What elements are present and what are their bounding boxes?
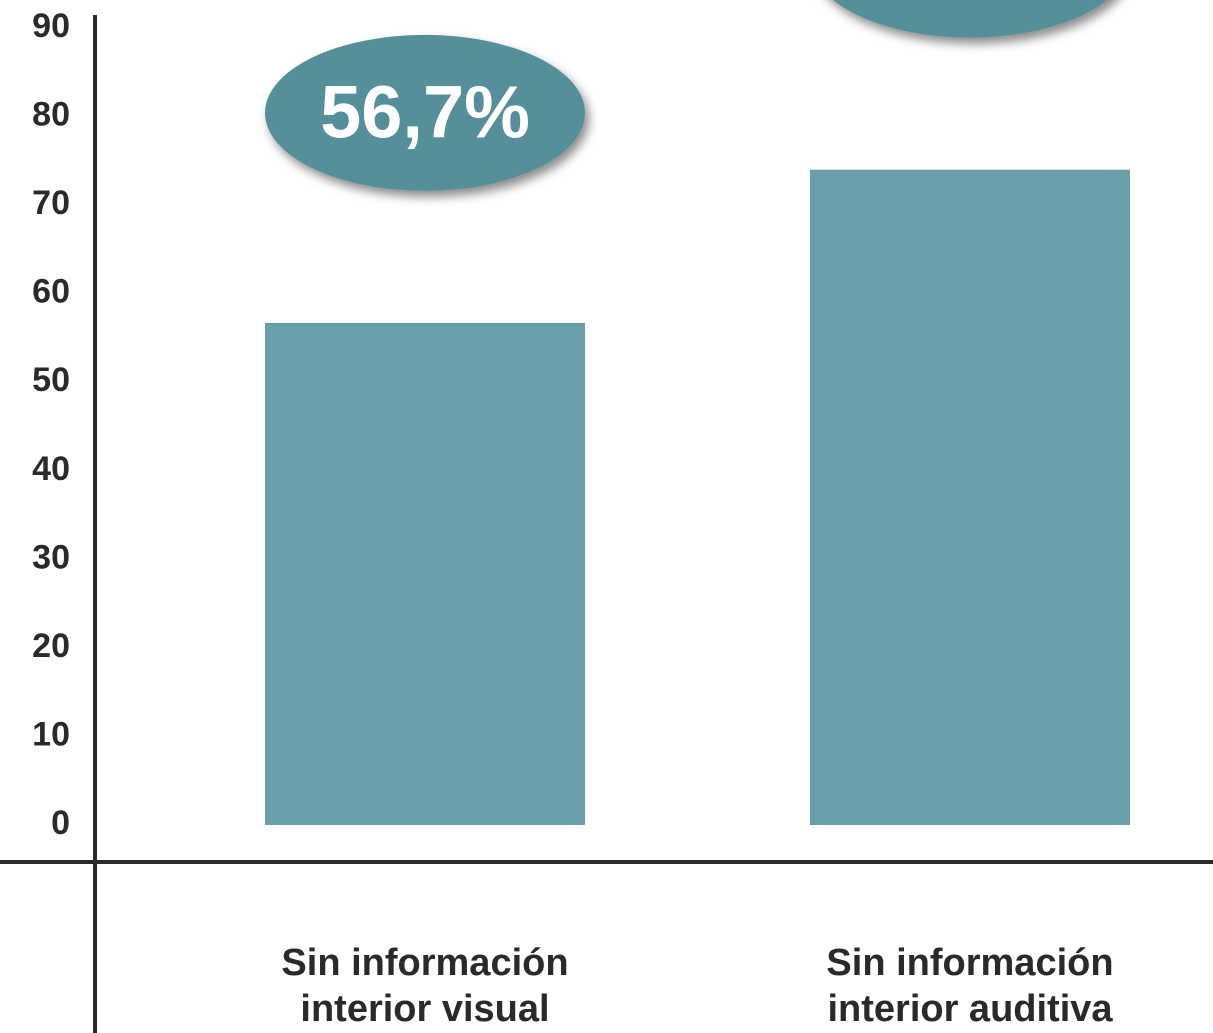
y-tick-label: 40 [32, 450, 70, 488]
value-bubble [265, 34, 585, 191]
y-tick-label: 60 [32, 273, 70, 311]
x-tick-label: Sin información interior auditiva [826, 942, 1114, 1030]
y-tick-label: 0 [51, 804, 70, 842]
bar [265, 322, 585, 825]
x-tick-label: Sin información interior visual [281, 942, 569, 1030]
y-tick-label: 10 [32, 715, 70, 753]
value-bubble [833, 0, 1107, 38]
bar [810, 169, 1130, 825]
y-tick-label: 50 [32, 361, 70, 399]
y-tick-label: 80 [32, 96, 70, 134]
value-label: 56,7% [320, 70, 530, 153]
y-tick-label: 70 [32, 184, 70, 222]
y-tick-label: 90 [32, 7, 70, 45]
y-tick-label: 30 [32, 538, 70, 576]
y-tick-label: 20 [32, 627, 70, 665]
